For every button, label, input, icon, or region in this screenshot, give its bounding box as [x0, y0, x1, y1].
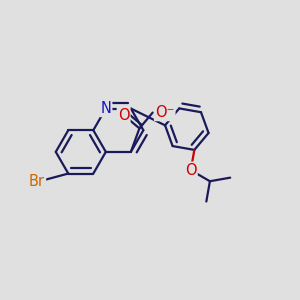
- Text: O⁻: O⁻: [155, 105, 174, 120]
- Text: O: O: [185, 163, 196, 178]
- Text: Br: Br: [29, 174, 45, 189]
- Text: O: O: [118, 108, 129, 123]
- Text: N: N: [100, 101, 111, 116]
